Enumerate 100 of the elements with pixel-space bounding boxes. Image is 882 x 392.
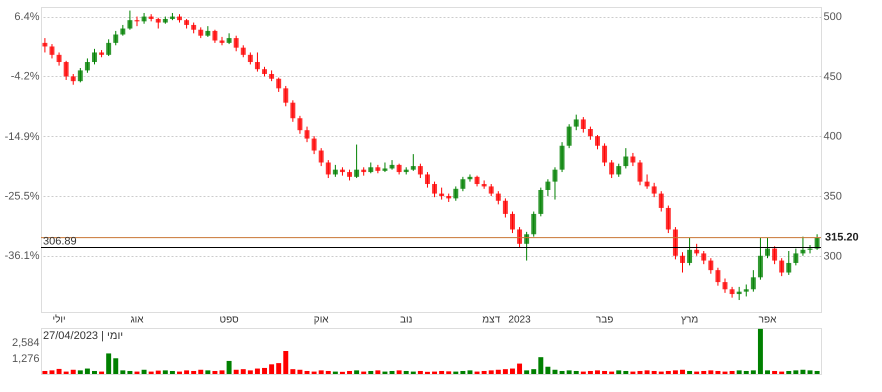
candlestick [488,184,494,196]
candlestick [240,44,246,58]
bar [390,370,395,374]
bar [814,370,820,374]
bar [84,368,90,374]
bar [750,370,756,374]
candlestick [609,160,614,179]
bar [56,368,62,374]
candlestick [64,60,69,80]
bar [680,370,685,374]
candlestick [297,115,302,134]
y2-tick-label: -14.9% [4,130,40,143]
bar [404,370,409,374]
bar [283,351,288,374]
candlestick [142,12,147,24]
bar [510,368,515,374]
bar [375,370,380,374]
x-tick-label: נוב [400,314,413,326]
candlestick [424,172,430,188]
bar [78,370,83,374]
candlestick [736,286,742,301]
bar [496,370,501,374]
bar [212,370,218,374]
x-tick-label: פבר [596,314,614,326]
candlestick [396,163,402,175]
bar [800,370,806,374]
bar [170,370,175,374]
x-tick-label: ספט [220,314,240,326]
bar [460,370,466,374]
candlestick [750,270,756,292]
bar [531,369,536,374]
candlestick [680,252,685,274]
candlestick [623,148,628,169]
bar [672,370,678,374]
bar [566,370,572,374]
candlestick [368,162,374,174]
candlestick [793,248,798,266]
candlestick [779,258,784,277]
x-tick-label: אפר [758,314,778,326]
candlestick [531,211,536,238]
candlestick [312,136,317,155]
candlestick [354,144,360,179]
candlestick [198,26,204,39]
candlestick [566,124,572,149]
candlestick [580,116,586,134]
y-tick-label: 2,584 [12,337,40,350]
candlestick [786,250,792,276]
bar [162,370,168,374]
bar [488,370,494,374]
candlestick [616,163,622,178]
candlestick [254,52,260,72]
candlestick [510,211,515,234]
ref-line-label: 306.89 [43,236,77,248]
bar [588,370,593,374]
bar [793,370,798,374]
y-tick-label: 500 [824,11,842,24]
candlestick [212,29,218,44]
candlestick [666,205,671,234]
x-tick-label: 2023 [508,314,532,326]
bar [736,370,742,374]
candlestick [758,237,763,280]
candlestick [382,162,388,173]
annotation: יומי | 27/04/2023 [43,330,124,342]
candlestick [496,190,501,205]
candlestick [687,237,692,266]
bar [276,363,282,374]
bar [127,370,132,374]
y2-tick-label: 6.4% [14,11,40,24]
bar [368,370,374,374]
bar [254,368,260,374]
bar [644,370,650,374]
bar [226,360,232,374]
candlestick [545,178,550,196]
candlestick [234,35,239,52]
bar [446,371,452,374]
bar [50,370,54,374]
candlestick [113,30,118,46]
ref-line-label: 315.20 [825,232,859,244]
bar [269,364,274,374]
candlestick [708,258,714,274]
bar [240,369,246,374]
bar [262,368,267,374]
candlestick [694,243,700,256]
bar [765,370,770,374]
candlestick [134,16,140,27]
candlestick [418,163,423,179]
x-tick-label: דצמ [482,314,501,326]
candlestick [410,154,416,172]
candlestick [390,160,395,170]
bar [191,370,196,374]
bar [602,370,608,374]
candlestick [638,160,642,186]
y-tick-label: 1,276 [12,353,40,366]
candlestick [262,66,267,77]
candlestick [722,278,728,294]
bar [205,370,210,374]
y-tick-label: 400 [824,130,842,143]
y-tick-label: 300 [824,250,842,262]
bar [652,370,657,374]
candlestick [326,160,331,179]
